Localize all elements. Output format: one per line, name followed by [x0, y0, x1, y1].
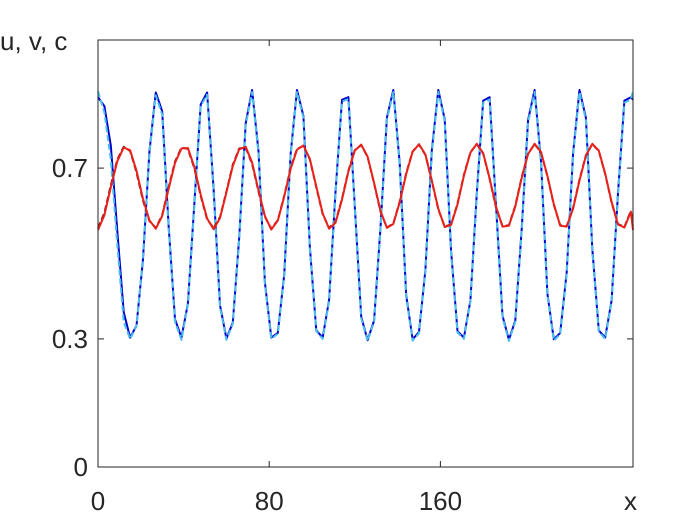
- plot-background: [98, 40, 633, 467]
- series-layer: [97, 89, 634, 342]
- x-tick-label: 80: [255, 486, 284, 516]
- y-tick-label: 0: [74, 452, 88, 482]
- y-tick-label: 0.7: [52, 153, 88, 183]
- y-tick-label: 0.3: [52, 324, 88, 354]
- series-line-2: [97, 90, 634, 342]
- x-tick-label: 0: [91, 486, 105, 516]
- series-line-4: [97, 142, 634, 231]
- tick-layer: 0 80 160 0 0.3 0.7: [52, 40, 633, 516]
- y-axis-label: u, v, c: [0, 26, 67, 56]
- x-tick-label: 160: [419, 486, 462, 516]
- x-axis-label: x: [624, 486, 637, 516]
- plot-frame: [97, 39, 634, 468]
